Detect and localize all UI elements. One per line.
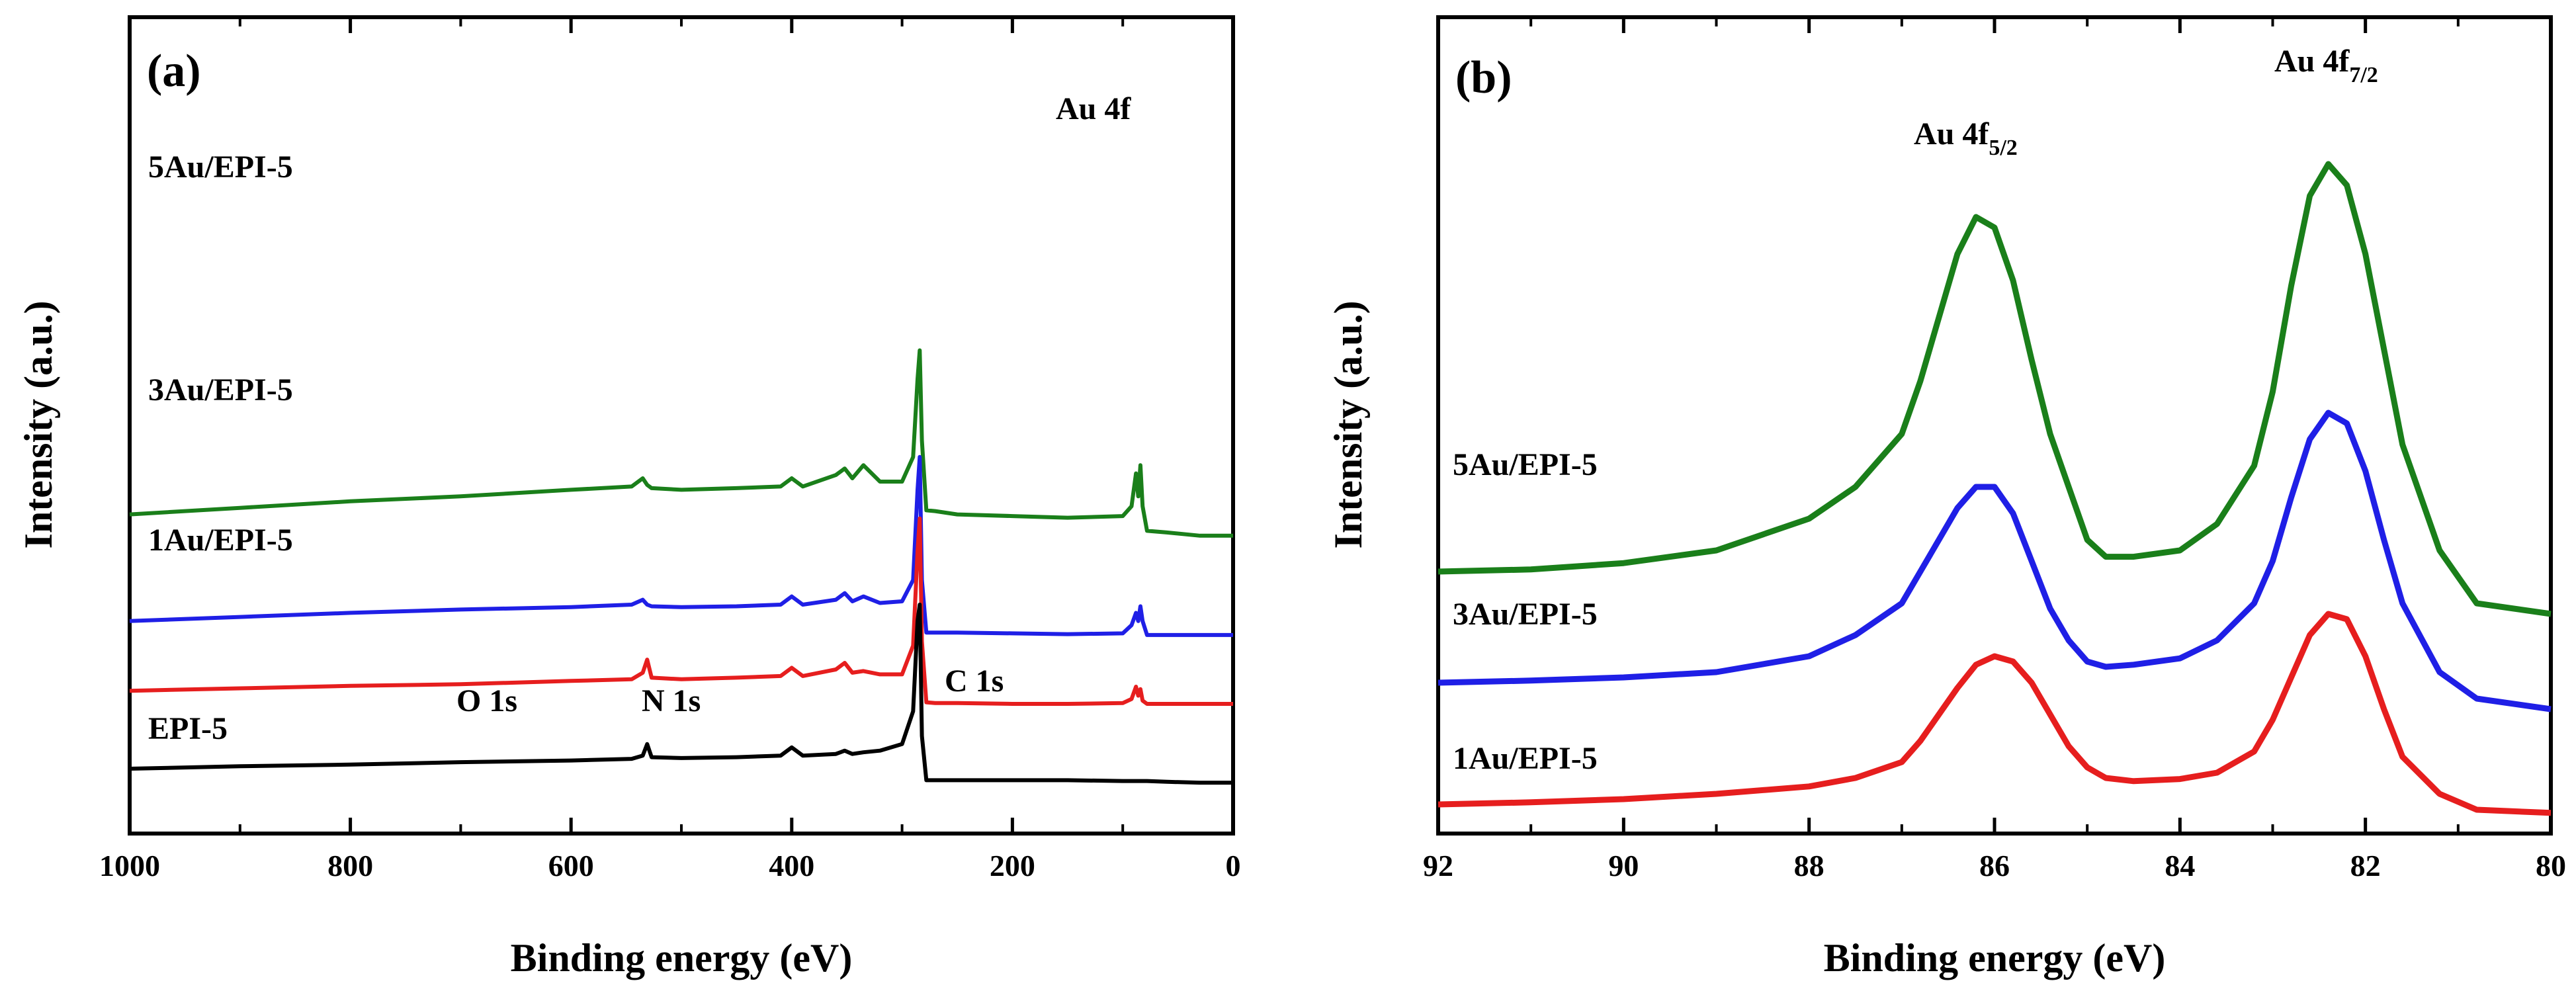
panel-b-series-label-1au: 1Au/EPI-5: [1453, 741, 1598, 776]
panel-a-series-label-1au: 1Au/EPI-5: [148, 523, 293, 558]
annotation-c1s: C 1s: [945, 664, 1004, 699]
panel-a-y-axis-title: Intensity (a.u.): [17, 300, 60, 548]
panel-a-tick-label-3: 400: [769, 849, 814, 882]
panel-b-y-axis-title: Intensity (a.u.): [1326, 300, 1370, 548]
panel-b-x-ticks: 92 90 88 86 84 82 80: [1423, 17, 2566, 882]
panel-a-series-label-epi5: EPI-5: [148, 711, 228, 746]
panel-b-tick-label-3: 86: [1979, 849, 2010, 882]
panel-b-tick-label-1: 90: [1608, 849, 1639, 882]
panel-a-series-line-0: [129, 348, 1233, 538]
panel-b-series-line-0: [1438, 161, 2552, 617]
panel-a-x-ticks: 1000 800 600 400 200 0: [99, 17, 1241, 882]
panel-b-tick-label-0: 92: [1423, 849, 1453, 882]
panel-a-series-label-3au: 3Au/EPI-5: [148, 372, 293, 408]
panel-a-series-line-1: [129, 454, 1233, 637]
panel-a-series-line-3: [129, 603, 1233, 785]
panel-b-tick-label-4: 84: [2165, 849, 2195, 882]
panel-a: 1000 800 600 400 200 0 (a) Binding energy (eV…: [17, 15, 1241, 980]
panel-b-series-line-2: [1438, 611, 2552, 816]
panel-a-x-axis-title: Binding energy (eV): [511, 936, 853, 980]
panel-b-series-line-1: [1438, 409, 2552, 712]
panel-a-series-label-5au: 5Au/EPI-5: [148, 150, 293, 185]
panel-a-label: (a): [147, 46, 201, 97]
panel-a-tick-label-0: 1000: [99, 849, 160, 882]
annotation-au4f52: Au 4f5/2: [1914, 116, 2018, 160]
panel-b-series-label-5au: 5Au/EPI-5: [1453, 447, 1598, 482]
panel-a-series-line-2: [129, 516, 1233, 706]
annotation-n1s: N 1s: [642, 683, 701, 718]
panel-a-tick-label-2: 600: [548, 849, 594, 882]
panel-b-tick-label-6: 80: [2536, 849, 2566, 882]
panel-b: 92 90 88 86 84 82 80 (b) Binding energy (eV) I…: [1326, 15, 2566, 980]
panel-b-label: (b): [1455, 52, 1512, 103]
panel-a-tick-label-4: 200: [990, 849, 1035, 882]
annotation-o1s: O 1s: [456, 683, 517, 718]
panel-a-tick-label-1: 800: [327, 849, 373, 882]
panel-a-series-group: [129, 348, 1233, 785]
panel-b-tick-label-5: 82: [2350, 849, 2381, 882]
annotation-au4f: Au 4f: [1056, 91, 1131, 126]
panel-b-x-axis-title: Binding energy (eV): [1824, 936, 2166, 980]
panel-b-tick-label-2: 88: [1794, 849, 1825, 882]
panel-b-series-group: [1438, 161, 2552, 816]
annotation-au4f72: Au 4f7/2: [2274, 44, 2378, 87]
panel-a-tick-label-5: 0: [1226, 849, 1241, 882]
panel-b-series-label-3au: 3Au/EPI-5: [1453, 597, 1598, 632]
